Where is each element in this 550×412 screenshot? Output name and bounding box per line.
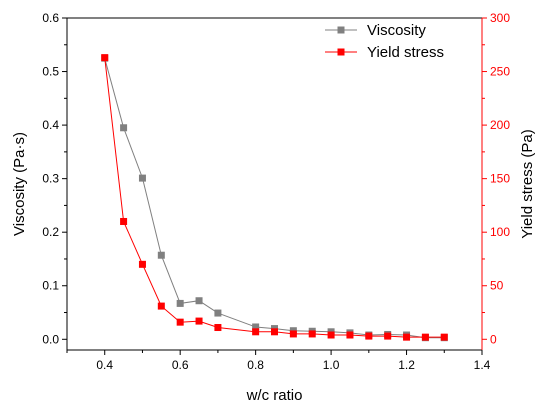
legend-entry: Viscosity xyxy=(325,22,426,39)
x-tick-label: 0.6 xyxy=(172,358,189,372)
data-point xyxy=(101,54,109,62)
data-point xyxy=(289,330,297,338)
x-tick-label: 1.2 xyxy=(398,358,415,372)
y-axis-title: Viscosity (Pa·s) xyxy=(11,132,28,236)
data-point xyxy=(440,333,448,341)
y2-tick-label: 50 xyxy=(490,279,504,293)
legend-entry: Yield stress xyxy=(325,44,444,61)
data-point xyxy=(327,331,335,339)
data-point xyxy=(138,174,146,182)
y2-tick-label: 100 xyxy=(490,225,510,239)
data-point xyxy=(120,124,128,132)
y-tick-label: 0.3 xyxy=(42,172,59,186)
axes: 0.4 0.6 0.8 1.0 1.2 1.4 0.0 0.1 0.2 0.3 0.4 0.5 0.6 0… xyxy=(11,11,536,404)
legend-label: Yield stress xyxy=(367,44,444,61)
series-group xyxy=(101,54,448,342)
data-point xyxy=(384,332,392,340)
y2-tick-label: 0 xyxy=(490,332,497,346)
x-tick-label: 0.8 xyxy=(247,358,264,372)
x-axis-title: w/c ratio xyxy=(246,387,303,404)
data-point xyxy=(252,323,260,331)
data-point xyxy=(138,260,146,268)
data-point xyxy=(214,309,222,317)
data-point xyxy=(157,251,165,259)
data-point xyxy=(308,330,316,338)
data-point xyxy=(346,331,354,339)
y2-tick-label: 200 xyxy=(490,118,510,132)
data-point xyxy=(403,333,411,341)
data-point xyxy=(365,332,373,340)
y-tick-label: 0.0 xyxy=(42,332,59,346)
y-tick-label: 0.4 xyxy=(42,118,59,132)
y2-tick-label: 150 xyxy=(490,172,510,186)
series-line xyxy=(104,57,445,338)
y2-tick-label: 300 xyxy=(490,11,510,25)
data-point xyxy=(195,297,203,305)
y2-tick-label: 250 xyxy=(490,65,510,79)
data-point xyxy=(120,217,128,225)
data-point xyxy=(421,333,429,341)
series-yield-stress xyxy=(101,54,448,341)
legend-marker xyxy=(337,26,345,34)
data-point xyxy=(157,302,165,310)
data-point xyxy=(176,318,184,326)
y-tick-label: 0.5 xyxy=(42,65,59,79)
series-viscosity xyxy=(101,54,448,342)
legend-marker xyxy=(337,48,345,56)
x-tick-label: 0.4 xyxy=(96,358,113,372)
x-tick-label: 1.4 xyxy=(474,358,491,372)
legend: Viscosity Yield stress xyxy=(325,22,444,61)
y2-axis-title: Yield stress (Pa) xyxy=(519,129,536,238)
legend-label: Viscosity xyxy=(367,22,426,39)
x-tick-label: 1.0 xyxy=(323,358,340,372)
y-tick-label: 0.1 xyxy=(42,279,59,293)
series-line xyxy=(104,58,445,339)
data-point xyxy=(195,317,203,325)
y-tick-label: 0.2 xyxy=(42,225,59,239)
y-tick-label: 0.6 xyxy=(42,11,59,25)
data-point xyxy=(252,328,260,336)
data-point xyxy=(214,324,222,332)
data-point xyxy=(176,299,184,307)
data-point xyxy=(271,328,278,336)
